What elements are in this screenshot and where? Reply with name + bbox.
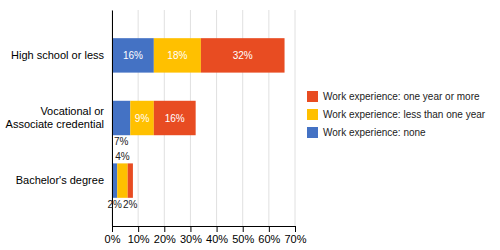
tick: 0% xyxy=(105,226,121,245)
legend-label: Work experience: none xyxy=(323,127,426,138)
data-label: 4% xyxy=(115,151,130,162)
tick: Vocational orAssociate credential xyxy=(6,105,112,130)
tick-mark xyxy=(164,226,165,232)
legend: Work experience: one year or more Work ex… xyxy=(307,91,486,138)
series xyxy=(112,38,154,198)
tick-label: 60% xyxy=(258,233,280,245)
tick-label: Vocational orAssociate credential xyxy=(6,105,105,130)
tick-label: 40% xyxy=(206,233,228,245)
tick-mark xyxy=(269,226,270,232)
data-label: 16% xyxy=(165,113,185,124)
legend-item: Work experience: one year or more xyxy=(307,91,480,102)
tick: 40% xyxy=(206,226,228,245)
data-label: 2% xyxy=(123,199,138,210)
bar xyxy=(201,38,285,72)
bar xyxy=(112,101,130,135)
tick-mark xyxy=(243,226,244,232)
tick-label: 10% xyxy=(128,233,150,245)
axis-line xyxy=(112,11,113,227)
data-label: 18% xyxy=(167,50,187,61)
tick: High school or less xyxy=(11,49,112,61)
tick-mark xyxy=(190,226,191,232)
data-label: 9% xyxy=(135,113,150,124)
legend-swatch xyxy=(307,127,318,138)
tick-label: 0% xyxy=(105,233,121,245)
tick-label: 70% xyxy=(284,233,306,245)
tick: 70% xyxy=(284,226,306,245)
tick-label: High school or less xyxy=(11,49,104,61)
axis-line xyxy=(113,227,296,233)
tick: 30% xyxy=(180,226,202,245)
data-label: 32% xyxy=(233,50,253,61)
bar xyxy=(130,101,154,135)
y-axis: High school or less Vocational orAssociat… xyxy=(6,11,113,227)
bar xyxy=(154,101,196,135)
grid-line xyxy=(112,10,113,226)
series xyxy=(117,38,201,198)
data-label: 7% xyxy=(114,136,129,147)
data-labels: 16% 7% 2% 18% 9% 4% 32% 16% 2% xyxy=(107,50,252,210)
tick-label: 20% xyxy=(154,233,176,245)
chart: 0% 10% 20% 30% 40% 50% 60% 70% High school or le… xyxy=(0,0,500,250)
bar xyxy=(117,163,127,197)
legend-label: Work experience: less than one year xyxy=(323,109,486,120)
tick: Bachelor's degree xyxy=(16,174,112,186)
legend-swatch xyxy=(307,91,318,102)
grid-line xyxy=(295,10,296,226)
tick-mark xyxy=(295,226,296,232)
bars xyxy=(112,38,285,198)
tick: 60% xyxy=(258,226,280,245)
plot: 0% 10% 20% 30% 40% 50% 60% 70% High school or le… xyxy=(6,10,307,245)
tick: 10% xyxy=(128,226,150,245)
legend-item: Work experience: none xyxy=(307,127,426,138)
tick-mark xyxy=(217,226,218,232)
legend-label: Work experience: one year or more xyxy=(323,91,480,102)
tick-mark xyxy=(112,226,113,232)
tick: 50% xyxy=(232,226,254,245)
legend-item: Work experience: less than one year xyxy=(307,109,486,120)
legend-swatch xyxy=(307,109,318,120)
tick-label: Bachelor's degree xyxy=(16,174,104,186)
tick-mark xyxy=(138,226,139,232)
data-label: 2% xyxy=(107,199,122,210)
bar xyxy=(128,163,133,197)
x-axis: 0% 10% 20% 30% 40% 50% 60% 70% xyxy=(105,226,307,245)
bar xyxy=(154,38,201,72)
grid xyxy=(112,10,295,226)
tick-label: 50% xyxy=(232,233,254,245)
series xyxy=(128,38,285,198)
bar xyxy=(112,38,154,72)
tick: 20% xyxy=(154,226,176,245)
data-label: 16% xyxy=(123,50,143,61)
tick-label: 30% xyxy=(180,233,202,245)
